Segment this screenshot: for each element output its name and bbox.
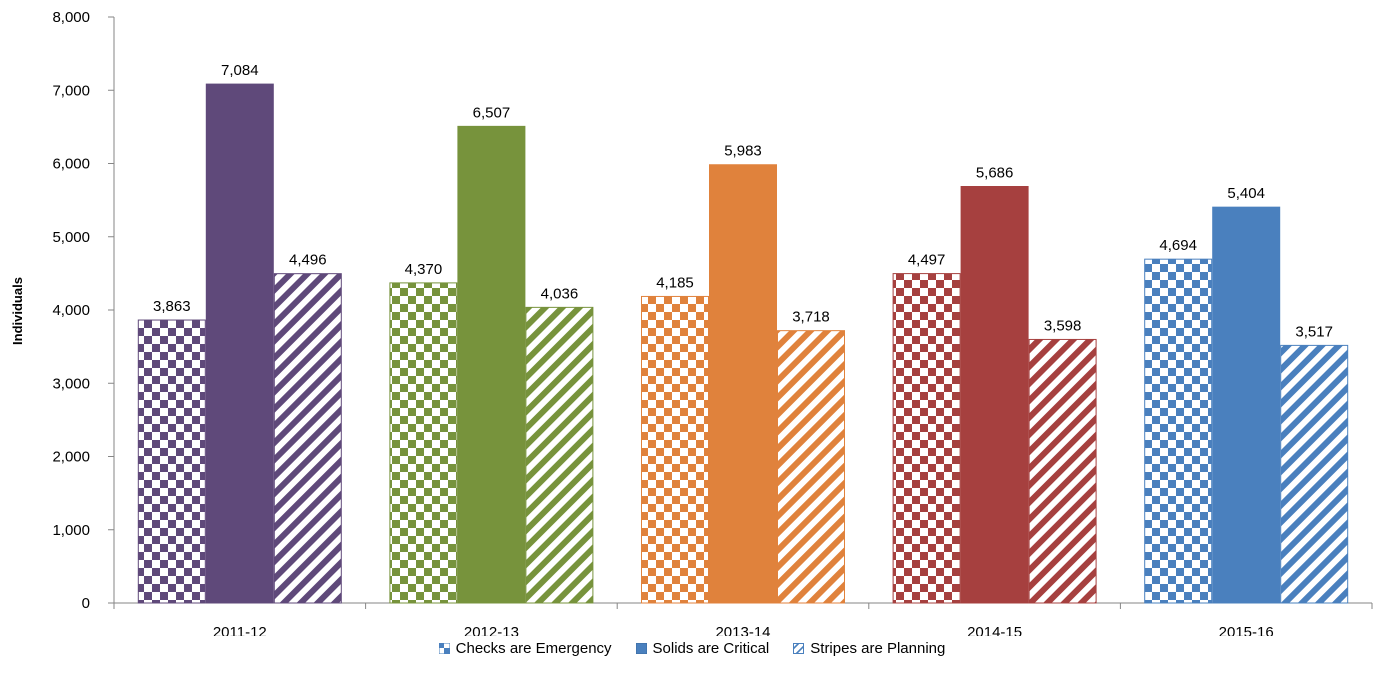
bar-solid-2011-12 xyxy=(205,83,274,604)
data-label: 4,370 xyxy=(405,261,443,278)
legend-label-stripes: Stripes are Planning xyxy=(810,639,946,657)
legend-item-stripes: Stripes are Planning xyxy=(793,640,945,657)
data-label: 3,718 xyxy=(792,309,830,326)
x-tick-label: 2015-16 xyxy=(1219,624,1274,636)
data-label: 3,598 xyxy=(1044,317,1082,334)
legend-label-checks: Checks are Emergency xyxy=(455,639,612,657)
bar-stripes-2015-16 xyxy=(1280,344,1349,604)
data-label: 4,496 xyxy=(289,252,327,269)
y-axis-title: Individuals xyxy=(10,277,25,345)
y-tick-label: 1,000 xyxy=(52,522,90,539)
data-label: 5,983 xyxy=(724,143,762,160)
y-tick-label: 7,000 xyxy=(52,82,90,99)
x-tick-label: 2013-14 xyxy=(715,624,770,636)
bar-solid-2013-14 xyxy=(709,164,777,604)
bar-stripes-2011-12 xyxy=(273,273,342,604)
x-tick-label: 2011-12 xyxy=(213,624,267,636)
bar-checks-2015-16 xyxy=(1144,258,1213,604)
bar-checks-2011-12 xyxy=(137,319,206,604)
data-label: 4,036 xyxy=(541,285,579,302)
x-tick-label: 2014-15 xyxy=(967,624,1022,636)
checks-swatch-icon xyxy=(438,642,450,654)
legend-label-solids: Solids are Critical xyxy=(652,639,770,657)
solid-swatch-icon xyxy=(635,642,647,654)
legend-item-checks: Checks are Emergency xyxy=(438,639,612,657)
y-tick-label: 3,000 xyxy=(52,375,90,392)
y-tick-label: 8,000 xyxy=(52,9,90,26)
data-label: 5,404 xyxy=(1227,185,1265,202)
bar-stripes-2014-15 xyxy=(1028,338,1097,604)
legend: Checks are Emergency Solids are Critical… xyxy=(0,636,1384,660)
bar-solid-2012-13 xyxy=(457,125,526,604)
x-axis: 2011-12 2012-13 2013-14 2014-15 2015-16 xyxy=(113,602,1373,636)
bar-chart: Individuals 0 1,000 2,000 3,000 4,000 5,000 6,… xyxy=(10,9,1373,636)
y-tick-label: 0 xyxy=(82,595,90,612)
data-label: 3,517 xyxy=(1295,323,1333,340)
data-label: 4,694 xyxy=(1159,237,1197,254)
bar-stripes-2013-14 xyxy=(777,330,845,604)
bar-stripes-2012-13 xyxy=(525,306,594,604)
y-tick-label: 2,000 xyxy=(52,449,90,466)
bar-solid-2015-16 xyxy=(1212,206,1281,604)
y-tick-label: 4,000 xyxy=(52,302,90,319)
data-label: 5,686 xyxy=(976,165,1014,182)
bars: 3,863 7,084 4,496 4,370 6,507 4,036 4,185 5,983… xyxy=(137,62,1349,604)
bar-checks-2012-13 xyxy=(389,282,458,604)
x-tick-label: 2012-13 xyxy=(464,624,519,636)
y-axis: 0 1,000 2,000 3,000 4,000 5,000 6,000 7,000 8,00… xyxy=(52,9,115,612)
bar-checks-2014-15 xyxy=(892,273,961,604)
stripes-swatch-icon xyxy=(793,642,805,654)
bar-solid-2014-15 xyxy=(960,186,1029,604)
data-label: 3,863 xyxy=(153,298,191,315)
legend-item-solids: Solids are Critical xyxy=(635,639,770,657)
y-tick-label: 5,000 xyxy=(52,229,90,246)
bar-checks-2013-14 xyxy=(641,295,709,604)
data-label: 7,084 xyxy=(221,62,259,79)
data-label: 4,185 xyxy=(656,274,694,291)
data-label: 6,507 xyxy=(473,104,511,121)
y-tick-label: 6,000 xyxy=(52,156,90,173)
data-label: 4,497 xyxy=(908,252,946,269)
